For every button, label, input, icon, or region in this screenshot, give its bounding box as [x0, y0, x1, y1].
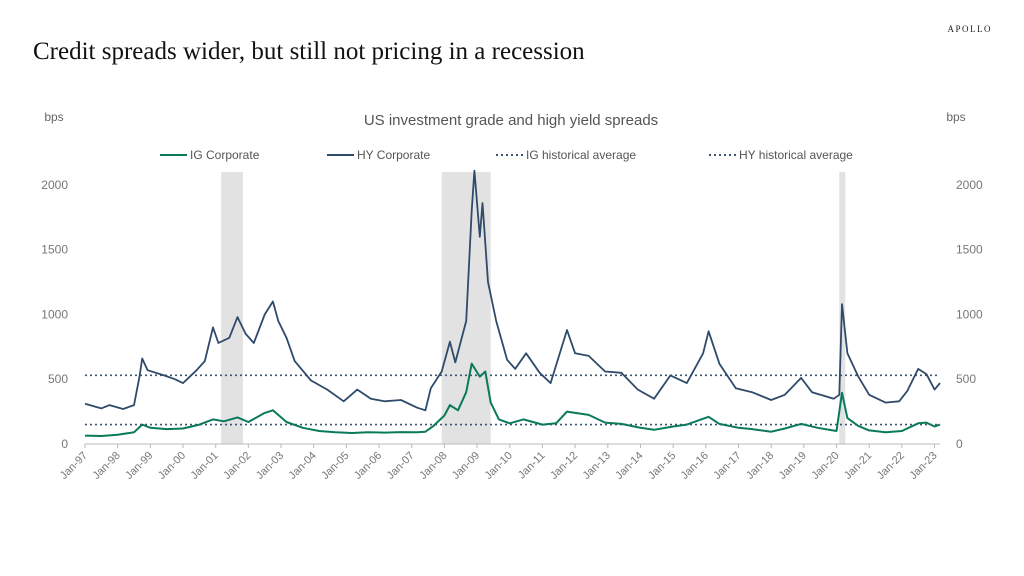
x-tick-label-Jan-04: Jan-04 — [287, 450, 319, 482]
x-tick-label-Jan-98: Jan-98 — [91, 450, 123, 482]
x-tick-label-Jan-18: Jan-18 — [744, 450, 776, 482]
x-tick-label-Jan-01: Jan-01 — [189, 450, 221, 482]
x-tick-label-Jan-10: Jan-10 — [483, 450, 515, 482]
x-tick-label-Jan-05: Jan-05 — [319, 450, 351, 482]
y-tick-right-1000: 1000 — [956, 307, 983, 321]
x-tick-label-Jan-09: Jan-09 — [450, 450, 482, 482]
chart-title: US investment grade and high yield sprea… — [364, 112, 658, 129]
x-tick-label-Jan-23: Jan-23 — [907, 450, 939, 482]
x-tick-label-Jan-06: Jan-06 — [352, 450, 384, 482]
x-tick-label-Jan-13: Jan-13 — [581, 450, 613, 482]
legend-hy-corporate-label: HY Corporate — [357, 148, 430, 162]
legend-ig-corporate-label: IG Corporate — [190, 148, 260, 162]
y-tick-right-500: 500 — [956, 372, 976, 386]
x-tick-label-Jan-14: Jan-14 — [613, 450, 645, 482]
x-tick-label-Jan-11: Jan-11 — [516, 450, 548, 482]
y-tick-right-0: 0 — [956, 437, 963, 451]
x-tick-label-Jan-19: Jan-19 — [777, 450, 809, 482]
legend-ig-average-label: IG historical average — [526, 148, 636, 162]
y-tick-left-2000: 2000 — [41, 178, 68, 192]
x-tick-label-Jan-97: Jan-97 — [58, 450, 90, 482]
recession-band-1 — [221, 172, 243, 444]
x-tick-label-Jan-16: Jan-16 — [679, 450, 711, 482]
x-tick-label-Jan-07: Jan-07 — [385, 450, 417, 482]
x-tick-label-Jan-15: Jan-15 — [646, 450, 678, 482]
page-title: Credit spreads wider, but still not pric… — [33, 38, 585, 65]
y-tick-right-1500: 1500 — [956, 243, 983, 257]
y-tick-left-1500: 1500 — [41, 243, 68, 257]
y-tick-left-500: 500 — [48, 372, 68, 386]
ig-corporate-line — [84, 362, 941, 437]
x-tick-label-Jan-17: Jan-17 — [711, 450, 743, 482]
x-tick-label-Jan-21: Jan-21 — [842, 450, 874, 482]
y-axis-label-left: bps — [44, 110, 63, 124]
y-axis-label-right: bps — [946, 110, 965, 124]
x-tick-label-Jan-20: Jan-20 — [809, 450, 841, 482]
y-tick-right-2000: 2000 — [956, 178, 983, 192]
y-tick-left-0: 0 — [61, 437, 68, 451]
x-tick-label-Jan-08: Jan-08 — [417, 450, 449, 482]
x-tick-label-Jan-00: Jan-00 — [156, 450, 188, 482]
hy-corporate-line — [84, 169, 941, 412]
brand-logo: APOLLO — [947, 24, 992, 34]
recession-shading-group — [221, 172, 846, 444]
legend-hy-average-label: HY historical average — [739, 148, 853, 162]
y-tick-left-1000: 1000 — [41, 307, 68, 321]
x-tick-label-Jan-03: Jan-03 — [254, 450, 286, 482]
x-tick-label-Jan-02: Jan-02 — [221, 450, 253, 482]
x-tick-label-Jan-99: Jan-99 — [123, 450, 155, 482]
legend-group: IG Corporate HY Corporate IG historical av… — [160, 148, 853, 162]
x-tick-label-Jan-22: Jan-22 — [875, 450, 907, 482]
x-tick-label-Jan-12: Jan-12 — [548, 450, 580, 482]
series-lines-group — [84, 169, 941, 437]
